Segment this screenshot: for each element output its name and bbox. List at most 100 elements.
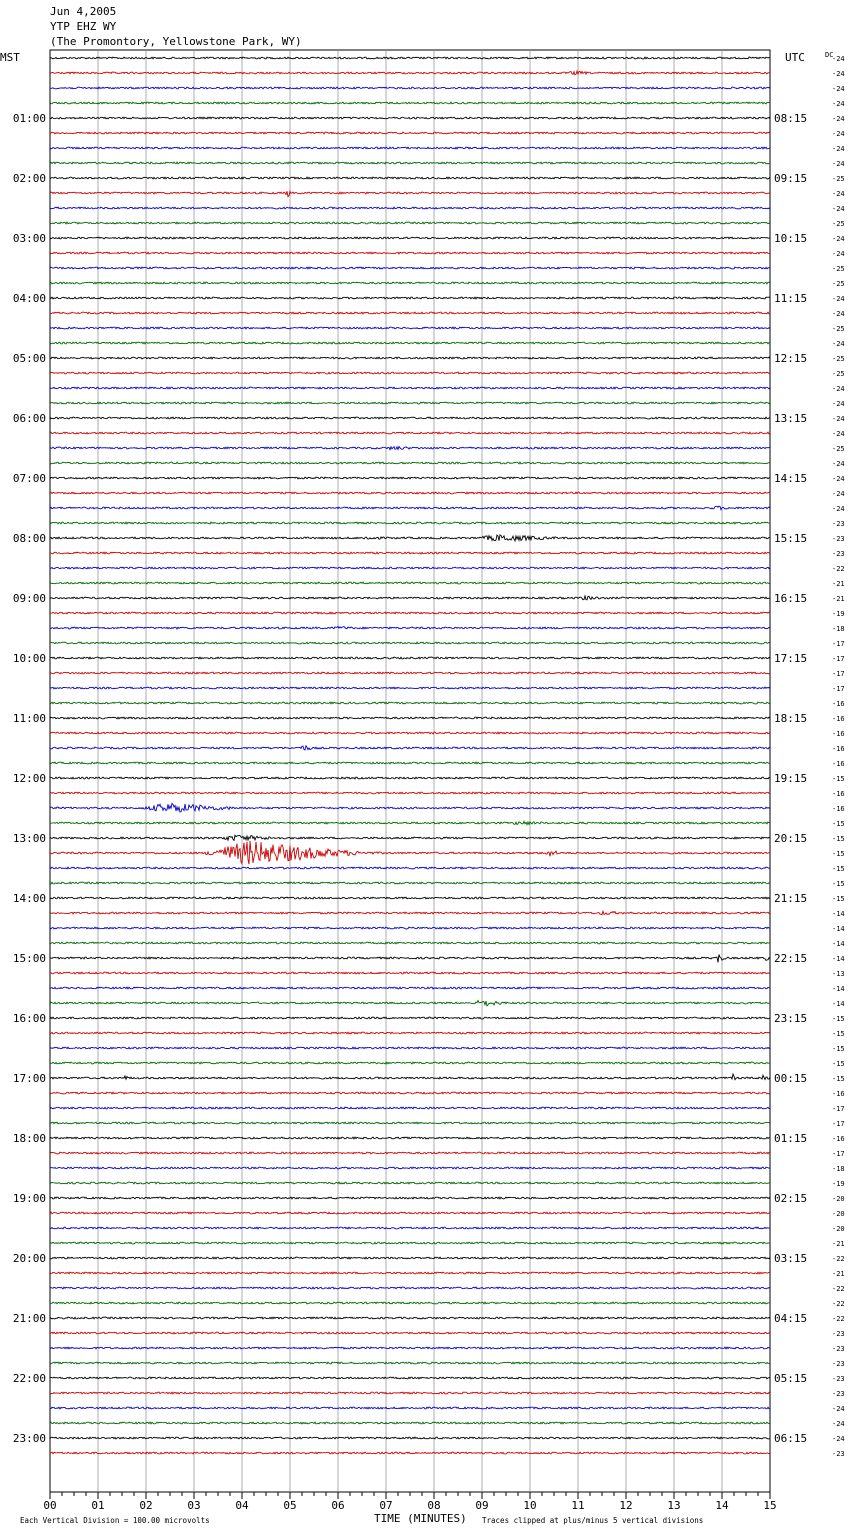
trace-row-45 (49, 731, 771, 735)
trace-row-63 (49, 999, 771, 1007)
dc-offset-label: -23 (832, 535, 845, 543)
left-hour-label: 01:00 (13, 112, 46, 125)
trace-row-35 (49, 581, 771, 585)
trace-row-87 (49, 1361, 771, 1365)
dc-offset-label: -22 (832, 1285, 845, 1293)
dc-offset-label: -20 (832, 1210, 845, 1218)
x-tick-label: 03 (187, 1499, 200, 1512)
right-hour-label: 17:15 (774, 652, 807, 665)
dc-offset-label: -23 (832, 1360, 845, 1368)
trace-row-19 (49, 341, 771, 345)
dc-offset-label: -24 (832, 295, 845, 303)
trace-row-37 (49, 611, 771, 615)
left-hour-label: 05:00 (13, 352, 46, 365)
left-hour-label: 19:00 (13, 1192, 46, 1205)
right-hour-label: 13:15 (774, 412, 807, 425)
plot-frame (49, 49, 771, 1493)
dc-offset-label: -24 (832, 55, 845, 63)
left-hour-label: 16:00 (13, 1012, 46, 1025)
trace-row-58 (49, 926, 771, 930)
trace-row-1 (49, 69, 771, 76)
dc-offset-label: -19 (832, 1180, 845, 1188)
trace-row-57 (49, 909, 771, 916)
trace-row-84 (49, 1316, 771, 1320)
dc-offset-label: -24 (832, 235, 845, 243)
trace-row-80 (49, 1256, 771, 1260)
trace-row-22 (49, 386, 771, 390)
right-hour-label: 08:15 (774, 112, 807, 125)
dc-offset-label: -24 (832, 205, 845, 213)
dc-offset-label: -15 (832, 835, 845, 843)
trace-row-77 (49, 1211, 771, 1215)
dc-offset-label: -16 (832, 745, 845, 753)
left-hour-label: 18:00 (13, 1132, 46, 1145)
trace-row-31 (49, 521, 771, 525)
trace-row-5 (49, 131, 771, 135)
clipping-note: Traces clipped at plus/minus 5 vertical … (482, 1516, 703, 1525)
trace-row-26 (49, 445, 771, 451)
dc-offset-label: -22 (832, 565, 845, 573)
trace-row-53 (49, 840, 771, 866)
left-hour-label: 21:00 (13, 1312, 46, 1325)
left-hour-label: 17:00 (13, 1072, 46, 1085)
trace-row-13 (49, 251, 771, 255)
trace-row-72 (49, 1136, 771, 1140)
dc-offset-label: -24 (832, 400, 845, 408)
dc-offset-label: -15 (832, 1075, 845, 1083)
left-hour-label: 09:00 (13, 592, 46, 605)
trace-row-74 (49, 1166, 771, 1170)
trace-row-41 (49, 671, 771, 675)
trace-row-23 (49, 401, 771, 405)
trace-row-56 (49, 896, 771, 900)
dc-offset-label: -24 (832, 1420, 845, 1428)
trace-row-65 (49, 1031, 771, 1035)
dc-offset-label: -15 (832, 1015, 845, 1023)
left-hour-label: 12:00 (13, 772, 46, 785)
trace-row-4 (49, 116, 771, 120)
dc-offset-label: -15 (832, 880, 845, 888)
dc-offset-label: -25 (832, 445, 845, 453)
trace-row-25 (49, 431, 771, 435)
right-hour-label: 18:15 (774, 712, 807, 725)
dc-offset-label: -17 (832, 1150, 845, 1158)
dc-offset-label: -24 (832, 385, 845, 393)
minute-gridlines (49, 49, 771, 1493)
dc-offset-label: -17 (832, 1105, 845, 1113)
trace-row-75 (49, 1181, 771, 1185)
dc-offset-label: -15 (832, 865, 845, 873)
dc-offset-label: -17 (832, 655, 845, 663)
dc-offset-label: -24 (832, 430, 845, 438)
trace-row-60 (49, 954, 771, 963)
dc-offset-label: -20 (832, 1225, 845, 1233)
dc-offset-label: -25 (832, 265, 845, 273)
trace-row-9 (49, 189, 771, 198)
left-timezone-label: MST (0, 51, 20, 64)
dc-offset-label: -24 (832, 160, 845, 168)
right-hour-label: 05:15 (774, 1372, 807, 1385)
dc-offset-label: -25 (832, 220, 845, 228)
x-tick-label: 11 (571, 1499, 584, 1512)
trace-row-59 (49, 941, 771, 945)
x-tick-label: 05 (283, 1499, 296, 1512)
trace-row-42 (49, 686, 771, 690)
dc-offset-label: -22 (832, 1315, 845, 1323)
trace-row-81 (49, 1271, 771, 1275)
right-hour-label: 04:15 (774, 1312, 807, 1325)
x-tick-label: 02 (139, 1499, 152, 1512)
dc-offset-label: -15 (832, 1060, 845, 1068)
trace-row-12 (49, 236, 771, 240)
trace-row-91 (49, 1421, 771, 1425)
trace-row-51 (49, 820, 771, 826)
x-tick-label: 10 (523, 1499, 536, 1512)
trace-row-62 (49, 986, 770, 990)
trace-row-44 (49, 716, 771, 720)
dc-offset-label: -24 (832, 190, 845, 198)
trace-row-73 (49, 1151, 771, 1155)
trace-row-54 (49, 866, 771, 870)
dc-offset-label: -24 (832, 490, 845, 498)
dc-offset-label: -21 (832, 595, 845, 603)
dc-offset-label: -24 (832, 100, 845, 108)
dc-offset-label: -24 (832, 250, 845, 258)
dc-offset-label: -15 (832, 1030, 845, 1038)
